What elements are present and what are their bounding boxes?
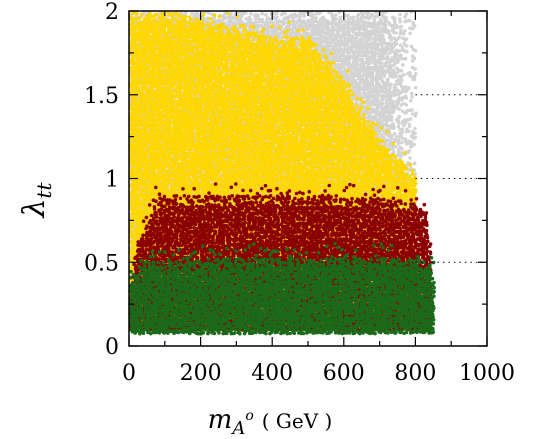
data-point <box>233 21 238 26</box>
data-point <box>230 15 235 19</box>
points-layer <box>128 10 437 336</box>
